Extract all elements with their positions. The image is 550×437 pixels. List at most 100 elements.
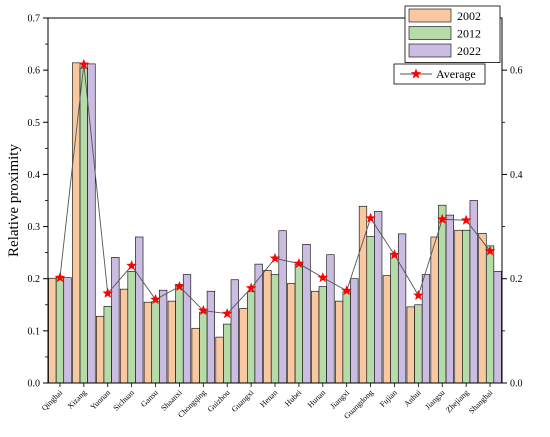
average-marker-chongqing xyxy=(197,304,209,316)
bar-2012-shaanxi xyxy=(175,284,184,384)
bar-2002-henan xyxy=(263,270,272,384)
bar-2002-zhejiang xyxy=(454,229,463,384)
x-tick-label: Yunnan xyxy=(88,388,112,412)
bar-2002-jiangsu xyxy=(430,236,439,384)
bar-2012-anhui xyxy=(414,304,423,384)
average-marker-zhejiang xyxy=(460,214,472,225)
bar-2022-gansu xyxy=(159,289,168,384)
bar-2022-fujian xyxy=(397,233,407,384)
average-marker-hubei xyxy=(293,257,305,269)
average-marker-guangdong xyxy=(365,212,376,223)
right-tick-label: 0.2 xyxy=(510,274,523,285)
bar-2022-jiangxi xyxy=(350,278,359,384)
bar-2022-henan xyxy=(278,230,287,384)
average-marker-gansu xyxy=(150,293,161,305)
left-tick-label: 0.2 xyxy=(28,274,41,285)
left-tick-label: 0.1 xyxy=(28,326,41,337)
bar-2022-qinghai xyxy=(63,277,72,384)
legend-average-star xyxy=(410,68,422,79)
left-y-axis: 0.0 0.1 0.2 0.3 0.4 0.5 0.6 0.7 xyxy=(28,14,48,390)
x-axis: Qinghai Xizang Yunnan Sichuan Gansu ShaanxiCh… xyxy=(40,383,495,421)
bar-2002-shaanxi xyxy=(167,300,176,384)
average-marker-shaanxi xyxy=(174,280,185,292)
right-tick-label: 0.0 xyxy=(510,379,523,390)
bar-2022-hunan xyxy=(326,254,335,384)
x-tick-label: Guizhou xyxy=(206,388,232,414)
bar-2002-guangxi xyxy=(239,308,248,384)
bar-2012-xizang xyxy=(79,67,88,384)
bar-2012-hunan xyxy=(318,286,327,384)
right-y-axis: 0.0 0.2 0.4 0.6 xyxy=(502,66,523,390)
right-tick-label: 0.6 xyxy=(510,66,523,77)
x-tick-label: Zhejiang xyxy=(444,388,470,414)
bar-2002-chongqing xyxy=(191,327,200,384)
legend-label-average: Average xyxy=(436,67,476,81)
bar-2002-jiangxi xyxy=(334,300,344,384)
bar-2012-hubei xyxy=(294,263,303,384)
bar-2012-chongqing xyxy=(199,311,208,384)
x-tick-label: Fujian xyxy=(378,388,399,409)
bar-2012-qinghai xyxy=(55,277,65,384)
left-tick-label: 0.7 xyxy=(28,14,41,25)
x-tick-label: Hunan xyxy=(306,388,327,409)
bar-2002-anhui xyxy=(406,306,415,384)
legend-swatch-2012 xyxy=(408,26,452,40)
average-marker-henan xyxy=(269,252,281,263)
average-marker-guangxi xyxy=(245,282,257,293)
bar-2022-sichuan xyxy=(135,236,144,384)
bar-2002-shanghai xyxy=(478,233,487,384)
bar-2012-henan xyxy=(270,274,280,384)
average-marker-yunnan xyxy=(102,287,114,298)
legend-label-2012: 2012 xyxy=(457,27,481,41)
bar-2012-gansu xyxy=(151,301,160,384)
left-tick-label: 0.0 xyxy=(28,379,41,390)
average-marker-qinghai xyxy=(54,272,66,283)
x-tick-label: Sichuan xyxy=(111,388,136,413)
x-tick-label: Anhui xyxy=(402,388,423,409)
bar-2022-shanghai xyxy=(493,271,502,384)
bar-2012-guangxi xyxy=(247,291,256,384)
bar-2002-yunnan xyxy=(96,315,105,384)
average-marker-jiangxi xyxy=(341,285,353,296)
bar-2002-hubei xyxy=(287,283,296,384)
bar-2012-jiangxi xyxy=(342,291,351,384)
x-tick-label: Xizang xyxy=(66,388,89,411)
bar-2012-jiangsu xyxy=(438,204,447,384)
bar-group xyxy=(48,62,502,384)
bar-2022-jiangsu xyxy=(445,214,454,384)
bar-2022-shaanxi xyxy=(182,274,192,384)
right-tick-label: 0.4 xyxy=(510,170,523,181)
bar-2012-yunnan xyxy=(103,306,112,384)
bar-2012-guangdong xyxy=(366,236,375,384)
legend-average: Average xyxy=(393,63,486,85)
bar-2012-shanghai xyxy=(485,245,495,384)
bar-2012-fujian xyxy=(390,253,399,384)
average-marker-sichuan xyxy=(126,260,137,271)
x-tick-label: Henan xyxy=(258,388,279,409)
average-marker-anhui xyxy=(413,289,424,300)
x-tick-label: Gansu xyxy=(139,388,160,409)
x-tick-label: Qinghai xyxy=(40,388,65,413)
legend-bars: 2002 2012 2022 xyxy=(404,5,501,63)
legend-label-2022: 2022 xyxy=(457,44,481,58)
y-axis-title: Relative proximity xyxy=(6,144,22,257)
bar-2012-guizhou xyxy=(223,323,232,384)
bar-2022-yunnan xyxy=(111,257,120,384)
legend-label-2002: 2002 xyxy=(457,9,481,23)
average-line-group xyxy=(54,58,496,319)
bar-2022-chongqing xyxy=(206,290,216,384)
bar-2002-fujian xyxy=(382,275,391,384)
average-marker-fujian xyxy=(389,249,400,260)
bar-2022-zhejiang xyxy=(469,200,478,384)
average-marker-jiangsu xyxy=(436,213,448,224)
legend-swatch-2022 xyxy=(408,43,452,58)
average-marker-hunan xyxy=(317,272,329,283)
x-tick-label: Shanghai xyxy=(467,388,495,416)
left-tick-label: 0.4 xyxy=(28,170,41,181)
bar-2022-anhui xyxy=(421,274,431,384)
left-tick-label: 0.3 xyxy=(28,222,41,233)
bar-2002-sichuan xyxy=(119,288,129,384)
x-tick-label: Hubei xyxy=(283,388,304,409)
